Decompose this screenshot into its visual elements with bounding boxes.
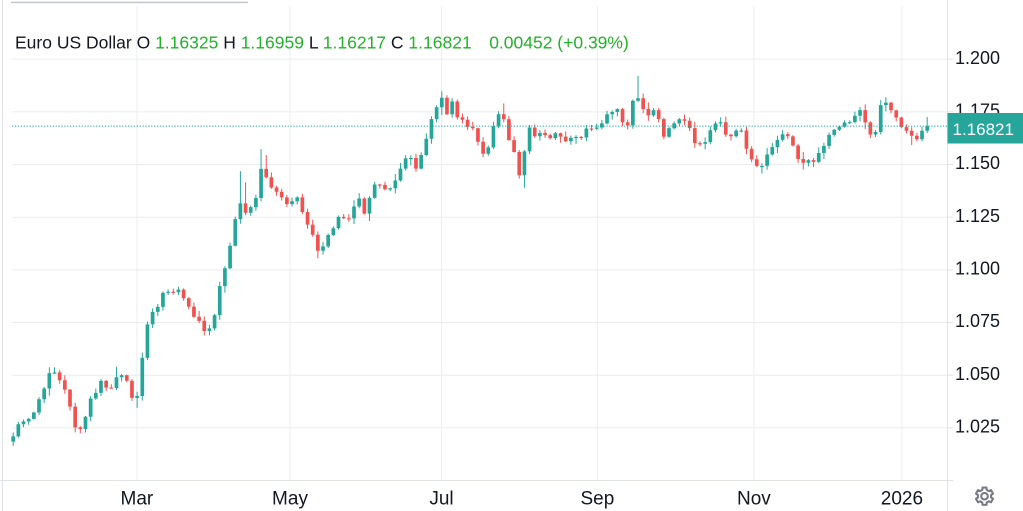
svg-text:1.200: 1.200	[955, 48, 1000, 68]
svg-text:1.050: 1.050	[955, 364, 1000, 384]
svg-text:1.150: 1.150	[955, 153, 1000, 173]
svg-text:1.100: 1.100	[955, 258, 1000, 278]
svg-text:Mar: Mar	[121, 489, 154, 510]
svg-text:Nov: Nov	[737, 489, 771, 510]
svg-text:1.075: 1.075	[955, 311, 1000, 331]
svg-text:2026: 2026	[881, 489, 923, 510]
svg-text:1.025: 1.025	[955, 417, 1000, 437]
svg-text:Euro US Dollar O 1.16325 H 1.1: Euro US Dollar O 1.16325 H 1.16959 L 1.1…	[15, 33, 629, 53]
svg-text:Sep: Sep	[580, 489, 614, 510]
svg-text:May: May	[272, 489, 308, 510]
svg-text:1.16821: 1.16821	[953, 120, 1014, 139]
svg-text:1.125: 1.125	[955, 206, 1000, 226]
svg-text:Jul: Jul	[429, 489, 453, 510]
